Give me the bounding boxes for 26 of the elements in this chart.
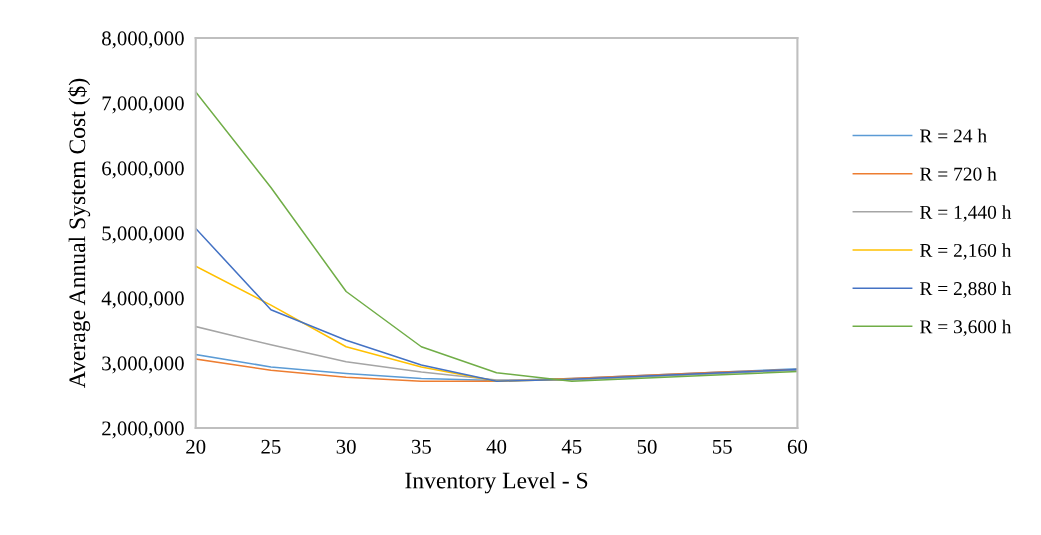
line-series <box>195 91 798 382</box>
y-tick-label: 3,000,000 <box>102 356 184 374</box>
line-series <box>195 227 798 382</box>
x-tick-label: 50 <box>637 439 657 454</box>
legend-label: R = 24 h <box>919 128 987 143</box>
y-tick-label: 8,000,000 <box>102 31 184 49</box>
x-tick-label: 20 <box>186 439 206 454</box>
legend-label: R = 3,600 h <box>919 319 1012 337</box>
x-tick-label: 45 <box>561 439 582 454</box>
x-tick-label: 30 <box>336 439 356 454</box>
legend-label: R = 2,880 h <box>919 281 1012 298</box>
x-tick-label: 25 <box>261 439 281 454</box>
y-tick-label: 6,000,000 <box>102 161 184 179</box>
x-tick-label: 40 <box>486 439 507 454</box>
x-tick-label: 55 <box>712 439 732 454</box>
x-tick-label: 35 <box>411 439 431 454</box>
y-axis-title: Average Annual System Cost ($) <box>67 78 91 388</box>
legend-label: R = 2,160 h <box>919 243 1012 260</box>
x-axis-title: Inventory Level - S <box>405 471 588 494</box>
legend-label: R = 720 h <box>919 166 997 181</box>
y-tick-label: 5,000,000 <box>102 226 184 244</box>
x-tick-label: 60 <box>787 439 808 454</box>
y-tick-label: 2,000,000 <box>102 421 184 439</box>
y-tick-label: 7,000,000 <box>102 96 184 114</box>
y-tick-label: 4,000,000 <box>101 291 184 309</box>
legend-label: R = 1,440 h <box>919 205 1012 222</box>
